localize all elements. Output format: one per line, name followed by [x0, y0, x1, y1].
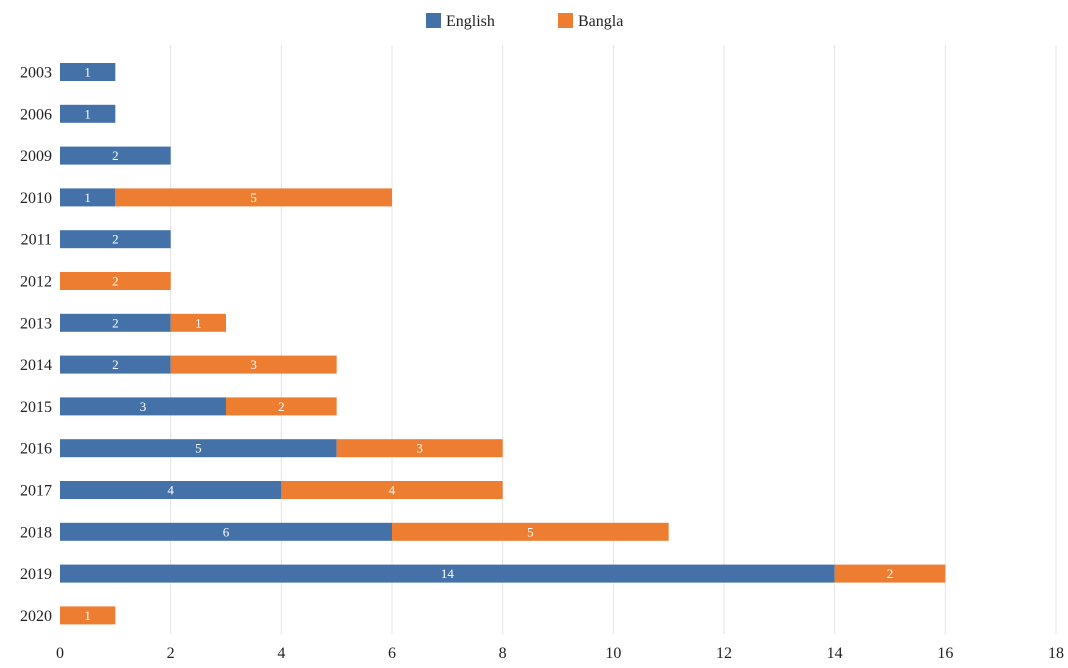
data-label: 2: [112, 274, 119, 289]
x-tick-label: 0: [56, 645, 64, 662]
bar-english-2013: [60, 313, 171, 332]
data-label: 3: [140, 399, 147, 414]
bar-bangla-2015: [226, 397, 337, 416]
bar-bangla-2019: [834, 564, 946, 583]
bar-bangla-2013: [170, 313, 226, 332]
data-label: 6: [223, 524, 230, 539]
y-tick-label: 2018: [20, 524, 52, 541]
data-label: 2: [278, 399, 285, 414]
data-label: 2: [112, 148, 119, 163]
data-label: 2: [887, 566, 894, 581]
y-tick-label: 2012: [20, 274, 52, 291]
legend: English Bangla: [426, 13, 623, 30]
bar-english-2006: [60, 104, 116, 123]
data-label: 1: [84, 106, 91, 121]
x-tick-label: 14: [827, 645, 843, 662]
bar-bangla-2020: [60, 606, 116, 625]
bar-english-2017: [60, 481, 282, 499]
bar-english-2009: [60, 146, 171, 165]
data-label: 5: [250, 190, 257, 205]
data-label: 1: [84, 608, 91, 623]
x-tick-label: 2: [167, 645, 175, 662]
bar-layer: [60, 63, 946, 625]
y-tick-label: 2020: [20, 608, 52, 625]
legend-label-bangla: Bangla: [578, 13, 623, 30]
data-label: 1: [84, 65, 91, 80]
data-label: 1: [195, 315, 202, 330]
bar-bangla-2012: [60, 272, 171, 290]
y-tick-label: 2017: [20, 483, 52, 500]
legend-swatch-english: [426, 13, 441, 28]
x-tick-label: 16: [937, 645, 953, 662]
bar-bangla-2014: [170, 355, 337, 374]
axis-layer: 0 2 4 6 8 10 12 14 16 182003200620092010201120122…: [20, 65, 1064, 663]
y-tick-label: 2013: [20, 315, 52, 332]
data-label: 4: [167, 483, 174, 498]
bar-english-2019: [60, 564, 835, 583]
bar-bangla-2010: [115, 188, 392, 207]
grid-layer: [170, 45, 1057, 634]
data-label: 2: [112, 357, 119, 372]
x-tick-label: 8: [499, 645, 507, 662]
legend-swatch-bangla: [558, 13, 573, 28]
y-tick-label: 2016: [20, 441, 52, 458]
y-tick-label: 2019: [20, 566, 52, 583]
data-label: 3: [416, 441, 423, 456]
y-tick-label: 2010: [20, 190, 52, 207]
data-label: 14: [441, 566, 455, 581]
y-tick-label: 2006: [20, 106, 52, 123]
x-tick-label: 10: [605, 645, 621, 662]
x-tick-label: 4: [277, 645, 285, 662]
data-label-layer: 1 1 2 1 5 2 2 2 1 2 3 3 2 5 3 4 4 6 5 14 2 1: [84, 65, 893, 623]
x-tick-label: 6: [388, 645, 396, 662]
y-tick-label: 2014: [20, 357, 52, 374]
data-label: 5: [195, 441, 202, 456]
bar-bangla-2018: [392, 522, 669, 541]
bar-bangla-2017: [281, 481, 503, 499]
legend-label-english: English: [446, 13, 495, 30]
data-label: 5: [527, 524, 534, 539]
y-tick-label: 2011: [21, 232, 52, 249]
bar-english-2010: [60, 188, 116, 207]
bar-english-2015: [60, 397, 226, 416]
y-tick-label: 2003: [20, 65, 52, 82]
data-label: 3: [250, 357, 257, 372]
data-label: 4: [389, 483, 396, 498]
bar-bangla-2016: [336, 439, 503, 458]
data-label: 2: [112, 315, 119, 330]
x-tick-label: 18: [1048, 645, 1064, 662]
data-label: 2: [112, 232, 119, 247]
bar-english-2011: [60, 230, 171, 249]
bar-english-2018: [60, 522, 392, 541]
bar-english-2014: [60, 355, 171, 374]
bar-english-2016: [60, 439, 337, 458]
y-tick-label: 2009: [20, 148, 52, 165]
y-tick-label: 2015: [20, 399, 52, 416]
bar-english-2003: [60, 63, 116, 81]
data-label: 1: [84, 190, 91, 205]
x-tick-label: 12: [716, 645, 732, 662]
